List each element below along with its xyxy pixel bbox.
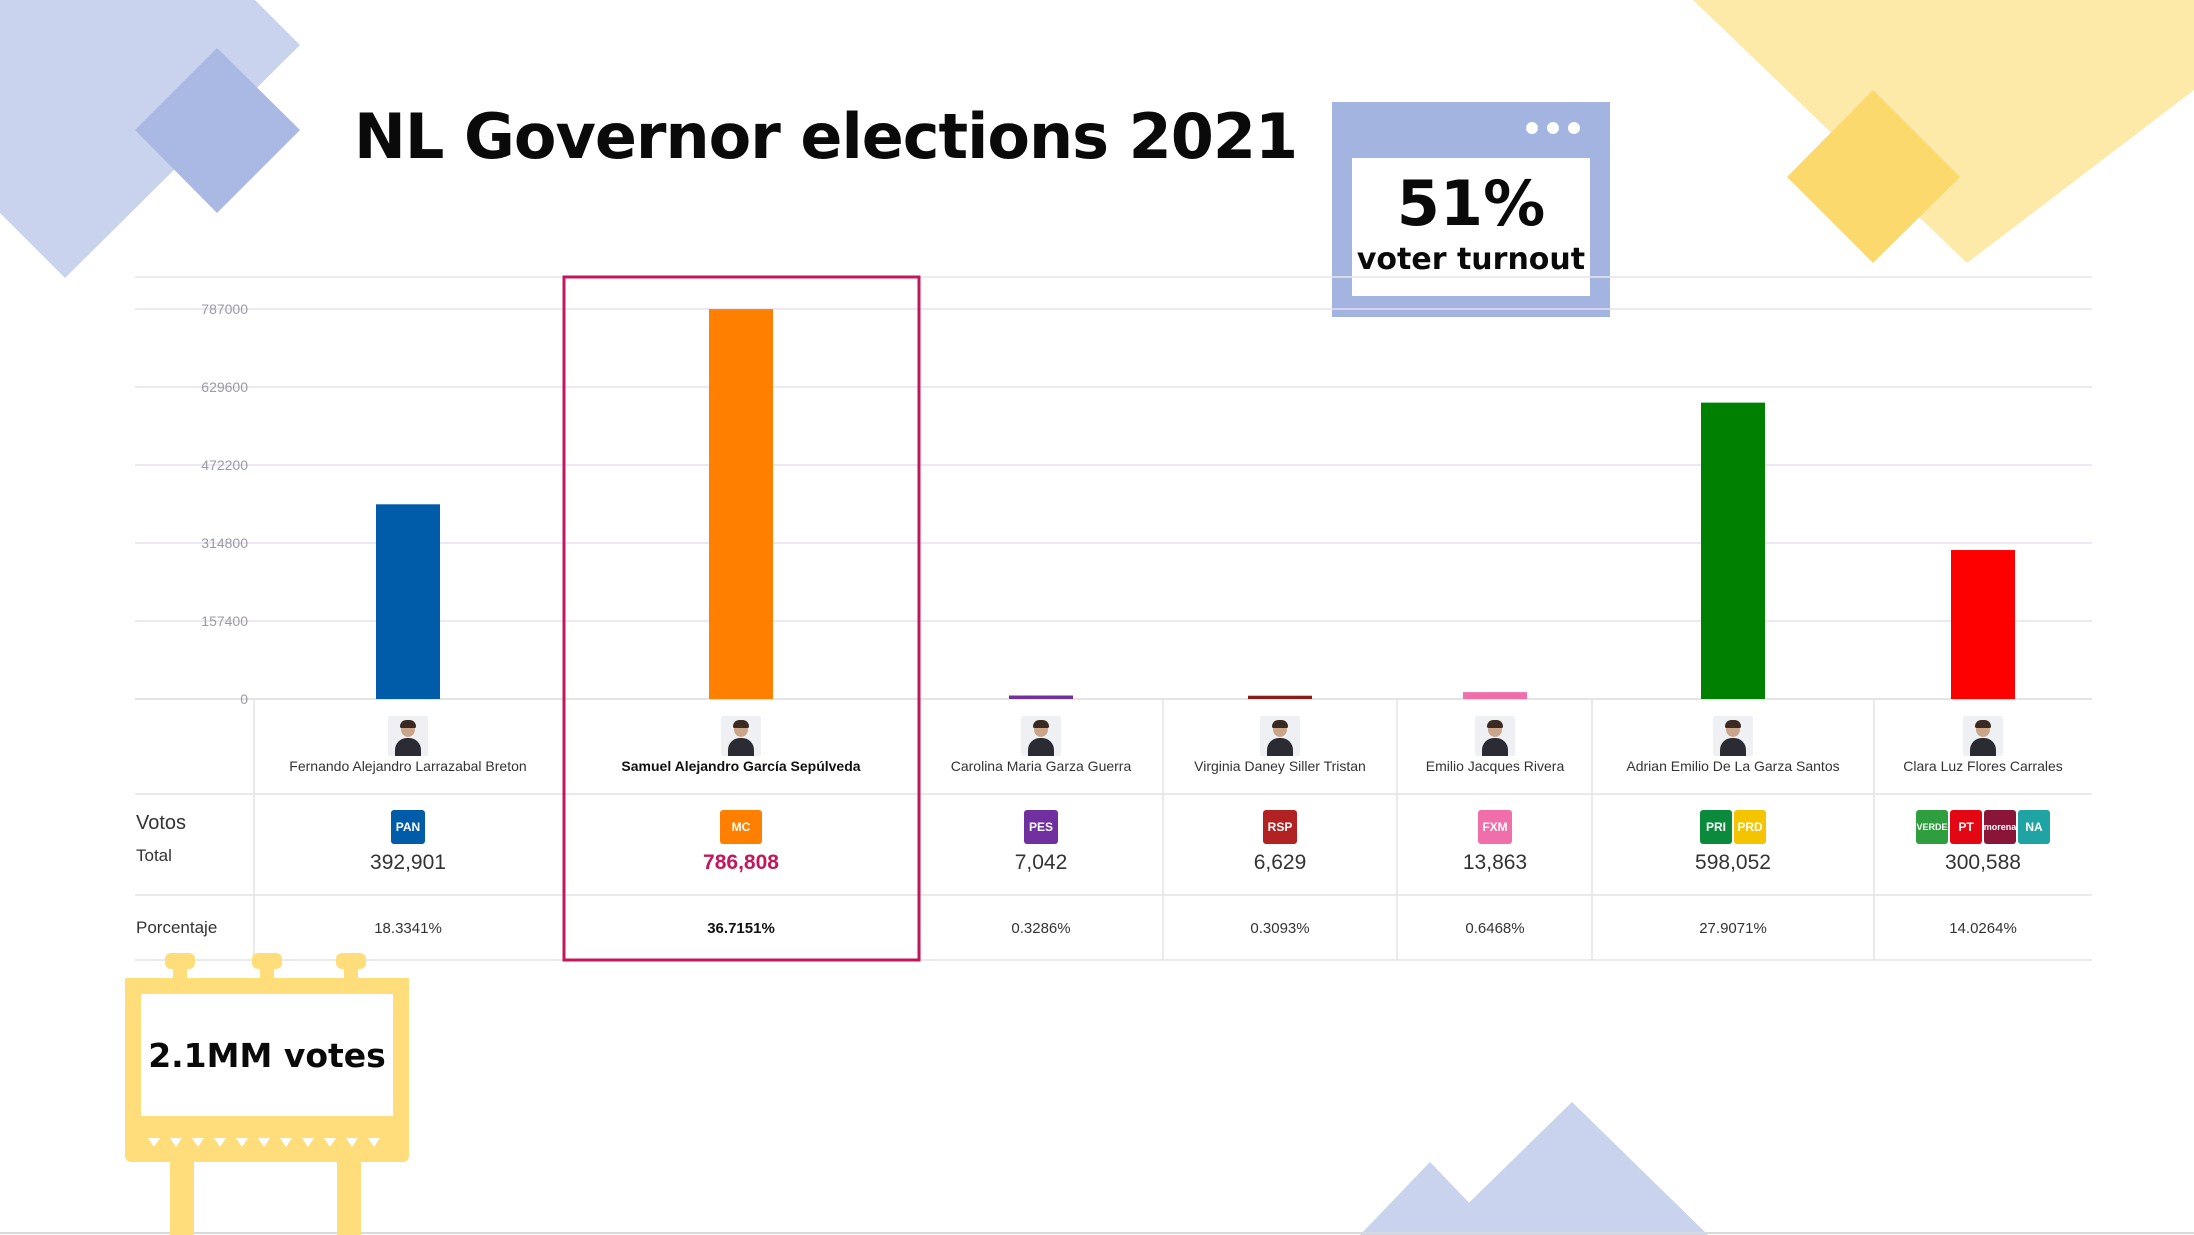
party-logo-part: VERDE [1916,810,1948,844]
window-dots-icon [1526,122,1580,134]
candidate-name: Fernando Alejandro Larrazabal Breton [289,758,527,774]
party-logo-part: RSP [1263,810,1297,844]
vote-count: 13,863 [1462,851,1528,874]
candidate-name: Carolina Maria Garza Guerra [950,758,1132,774]
vote-count: 786,808 [703,851,779,874]
bar [1463,692,1527,699]
party-logo-part: PRD [1734,810,1766,844]
party-logo-icon: PES [1024,810,1058,844]
vote-percentage: 27.9071% [1699,920,1767,937]
candidate-name: Samuel Alejandro García Sepúlveda [621,758,861,774]
candidate-name: Clara Luz Flores Carrales [1903,758,2063,774]
votes-billboard-label: 2.1MM votes [141,994,393,1116]
bar [1701,402,1765,699]
party-logo-icon: VERDE PT morena NA [1916,810,2050,844]
vote-percentage: 36.7151% [707,920,775,937]
vote-percentage: 0.3286% [1011,920,1071,937]
vote-count: 300,588 [1945,851,2021,874]
candidate-photo [388,716,428,756]
bar [1248,695,1312,699]
winner-highlight-box [562,275,921,962]
party-logo-icon: PRI PRD [1700,810,1766,844]
vote-percentage: 18.3341% [374,920,442,937]
party-logo-part: FXM [1478,810,1512,844]
candidate-name: Adrian Emilio De La Garza Santos [1626,758,1840,774]
party-logo-icon: PAN [391,810,425,844]
y-tick-label: 629600 [201,379,248,395]
y-tick-label: 0 [240,691,248,707]
candidate-photo [1713,716,1753,756]
y-tick-label: 314800 [201,535,248,551]
party-logo-part: MC [720,810,762,844]
vote-count: 392,901 [370,851,446,874]
bar [709,309,773,699]
turnout-label: voter turnout [1356,242,1586,277]
turnout-card: 51% voter turnout [1332,102,1610,317]
candidate-photo [721,716,761,756]
y-tick-label: 472200 [201,457,248,473]
candidate-photo [1260,716,1300,756]
votes-row-label: Votos [136,812,187,834]
percentage-row-label: Porcentaje [136,918,218,937]
party-logo-part: PES [1024,810,1058,844]
votes-billboard: 2.1MM votes [125,978,409,1138]
party-logo-icon: FXM [1478,810,1512,844]
candidate-name: Emilio Jacques Rivera [1425,758,1565,774]
total-row-label: Total [136,846,172,865]
candidate-photo [1475,716,1515,756]
vote-count: 6,629 [1253,851,1307,874]
party-logo-part: morena [1984,810,2016,844]
bar [376,504,440,699]
turnout-value: 51% [1396,167,1546,240]
bar [1009,695,1073,699]
candidate-photo [1021,716,1061,756]
page-title: NL Governor elections 2021 [354,100,1298,173]
candidate-name: Virginia Daney Siller Tristan [1194,758,1366,774]
vote-percentage: 0.6468% [1465,920,1525,937]
vote-count: 598,052 [1695,851,1771,874]
y-tick-label: 787000 [201,301,248,317]
party-logo-part: PAN [391,810,425,844]
candidate-photo [1963,716,2003,756]
vote-percentage: 0.3093% [1250,920,1310,937]
party-logo-part: PT [1950,810,1982,844]
turnout-panel: 51% voter turnout [1352,158,1590,296]
bar [1951,550,2015,699]
party-logo-icon: MC [720,810,762,844]
vote-count: 7,042 [1014,851,1068,874]
vote-percentage: 14.0264% [1949,920,2017,937]
y-tick-label: 157400 [201,613,248,629]
party-logo-part: PRI [1700,810,1732,844]
party-logo-icon: RSP [1263,810,1297,844]
party-logo-part: NA [2018,810,2050,844]
